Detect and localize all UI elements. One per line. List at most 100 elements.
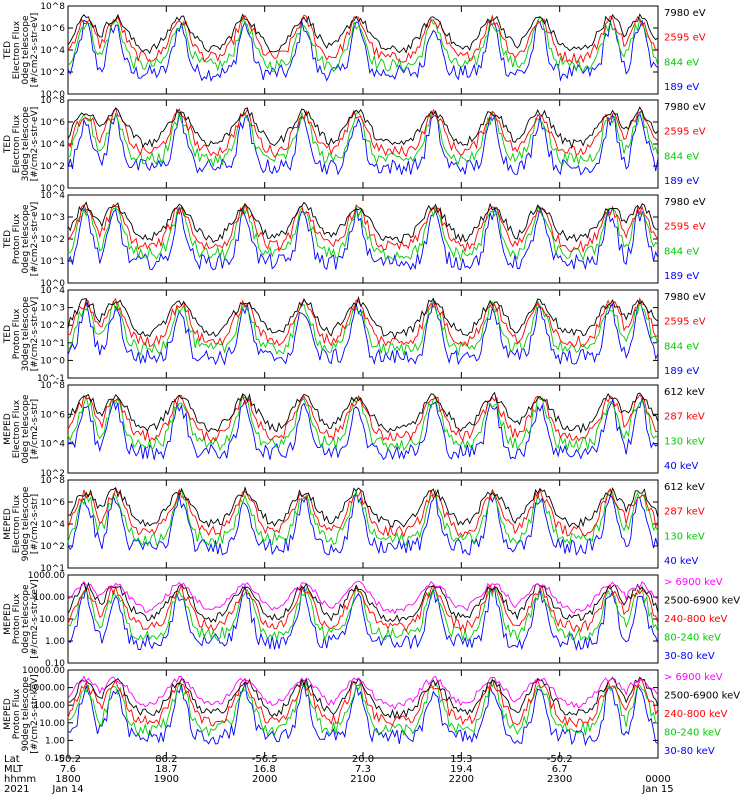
y-tick-label: 10^8	[40, 381, 65, 391]
series-trace	[67, 675, 659, 711]
y-tick-label: 10^6	[40, 24, 65, 34]
y-axis-label-line: TED	[3, 135, 13, 154]
y-axis-label-line: TED	[3, 41, 13, 60]
legend-entry: 40 keV	[664, 461, 698, 472]
y-axis-label-line: 0deg telescope	[21, 584, 31, 654]
y-tick-label: 10^8	[40, 476, 65, 486]
y-tick-label: 10^4	[40, 191, 65, 201]
y-axis-label-line: MEPED	[3, 698, 13, 730]
legend-entry: 844 eV	[664, 341, 699, 352]
y-axis-label-line: Electron Flux	[12, 399, 22, 458]
panel-frame	[67, 574, 659, 664]
y-tick-label: 10^3	[40, 213, 65, 223]
x-axis-value: 20.0	[352, 754, 374, 765]
y-axis-label: MEPEDProton Flux90deg telescope[#/cm2-s-…	[3, 674, 40, 753]
x-axis-value: 0000	[645, 774, 670, 785]
series-trace	[67, 394, 659, 452]
y-tick-label: 10^2	[40, 68, 65, 78]
legend-entry: 2595 eV	[664, 127, 706, 138]
y-axis-label: TEDElectron Flux30deg telescope[#/cm2-s-…	[3, 106, 40, 181]
y-axis-label-line: Electron Flux	[12, 114, 22, 173]
y-axis-label-line: [#/cm2-s-str-keV]	[30, 579, 40, 658]
y-tick-label: 1000.00	[28, 684, 65, 694]
panel-frame	[67, 194, 659, 284]
x-axis-value: 7.6	[60, 764, 76, 775]
y-axis-label-line: Proton Flux	[12, 308, 22, 359]
x-axis-value: 1900	[154, 774, 179, 785]
legend-entry: 7980 eV	[664, 292, 706, 303]
x-axis-value: 15.3	[450, 754, 472, 765]
y-tick-label: 10^2	[40, 162, 65, 172]
legend-entry: 30-80 keV	[664, 651, 715, 662]
legend-entry: > 6900 keV	[664, 672, 723, 683]
y-axis-label-line: 30deg telescope	[21, 106, 31, 181]
y-tick-label: 10.00	[39, 615, 65, 625]
y-tick-label: 1.00	[45, 736, 65, 746]
y-tick-label: 10^0	[40, 279, 65, 289]
panel-frame	[67, 669, 659, 759]
y-axis-label-line: [#/cm2-s-str]	[30, 399, 40, 459]
y-tick-label: 0.10	[45, 659, 65, 669]
y-tick-label: 0.10	[45, 754, 65, 764]
y-tick-label: 100.00	[34, 701, 66, 711]
series-trace	[67, 112, 659, 176]
legend-entry: 189 eV	[664, 271, 699, 282]
series-trace	[67, 202, 659, 254]
series-trace	[67, 584, 659, 651]
legend-entry: 2595 eV	[664, 33, 706, 44]
series-trace	[67, 487, 659, 538]
y-tick-label: 1.00	[45, 637, 65, 647]
y-axis-label-line: [#/cm2-s-str-keV]	[30, 674, 40, 753]
series-trace	[67, 581, 659, 623]
series-trace	[67, 201, 658, 244]
x-axis-value: 2100	[350, 774, 375, 785]
legend-entry: 240-800 keV	[664, 614, 728, 625]
y-axis-label-line: [#/cm2-s-str]	[30, 494, 40, 554]
y-tick-label: 10^8	[40, 2, 65, 12]
legend-entry: 130 keV	[664, 531, 705, 542]
series-trace	[67, 299, 659, 366]
y-tick-label: 10^2	[40, 469, 65, 479]
y-axis-label-line: 0deg telescope	[21, 15, 31, 85]
x-axis-value: 19.4	[450, 764, 472, 775]
x-axis-value: -50.2	[547, 754, 573, 765]
series-trace	[67, 486, 659, 528]
y-tick-label: 10^4	[40, 520, 65, 530]
legend-entry: 189 eV	[664, 82, 699, 93]
y-axis-label-line: Proton Flux	[12, 593, 22, 644]
series-trace	[67, 297, 659, 348]
y-tick-label: 100.00	[34, 593, 66, 603]
y-tick-label: 1000.00	[28, 571, 65, 581]
x-axis-value: -56.5	[252, 754, 278, 765]
y-axis-label: TEDProton Flux0deg telescope[#/cm2-s-str…	[3, 202, 40, 277]
y-tick-label: 10^2	[40, 542, 65, 552]
series-trace	[67, 13, 659, 55]
legend-entry: 844 eV	[664, 57, 699, 68]
legend-entry: 130 keV	[664, 436, 705, 447]
x-axis-value: Jan 15	[641, 784, 673, 795]
legend-entry: 7980 eV	[664, 197, 706, 208]
legend-entry: 40 keV	[664, 556, 698, 567]
series-trace	[67, 14, 659, 65]
panel-8: 0.101.0010.00100.001000.0010000.00MEPEDP…	[3, 666, 740, 764]
x-axis-value: 1800	[55, 774, 80, 785]
legend-entry: 844 eV	[664, 151, 699, 162]
x-axis-value: 2200	[449, 774, 474, 785]
y-axis-label-line: [#/cm2-s-str-eV]	[30, 13, 40, 88]
y-tick-label: 10^0	[40, 184, 65, 194]
legend-entry: 612 keV	[664, 387, 705, 398]
legend-entry: 2595 eV	[664, 317, 706, 328]
series-trace	[67, 681, 659, 747]
legend-entry: 30-80 keV	[664, 746, 715, 757]
legend-entry: 287 keV	[664, 507, 705, 518]
y-axis-label-line: 0deg telescope	[21, 394, 31, 464]
x-axis-value: -50.2	[55, 754, 81, 765]
legend-entry: 189 eV	[664, 366, 699, 377]
y-axis-label: MEPEDProton Flux0deg telescope[#/cm2-s-s…	[3, 579, 40, 658]
y-axis-label-line: [#/cm2-s-str-eV]	[30, 202, 40, 277]
series-trace	[67, 397, 659, 461]
